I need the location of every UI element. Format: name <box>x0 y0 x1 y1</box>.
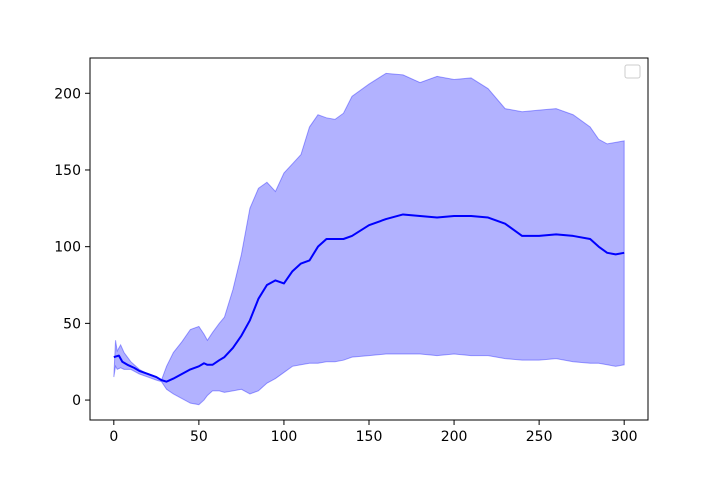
mean-line-layer <box>113 213 625 383</box>
x-tick-label: 100 <box>271 429 298 445</box>
mean-line <box>113 213 625 383</box>
y-tick-label: 100 <box>54 240 81 256</box>
x-tick-label: 150 <box>356 429 383 445</box>
y-axis: 0 50 100 150 200 <box>54 86 90 409</box>
x-axis: 0 50 100 150 200 250 300 <box>109 420 638 445</box>
legend-box <box>624 64 641 79</box>
confidence-band-layer <box>113 72 625 406</box>
x-tick-label: 50 <box>190 429 208 445</box>
confidence-band <box>113 72 625 406</box>
x-tick-label: 250 <box>526 429 553 445</box>
y-tick-label: 50 <box>63 316 81 332</box>
x-tick-label: 300 <box>611 429 638 445</box>
x-tick-label: 200 <box>441 429 468 445</box>
y-tick-label: 200 <box>54 86 81 102</box>
x-tick-label: 0 <box>109 429 118 445</box>
y-tick-label: 150 <box>54 163 81 179</box>
y-tick-label: 0 <box>72 393 81 409</box>
